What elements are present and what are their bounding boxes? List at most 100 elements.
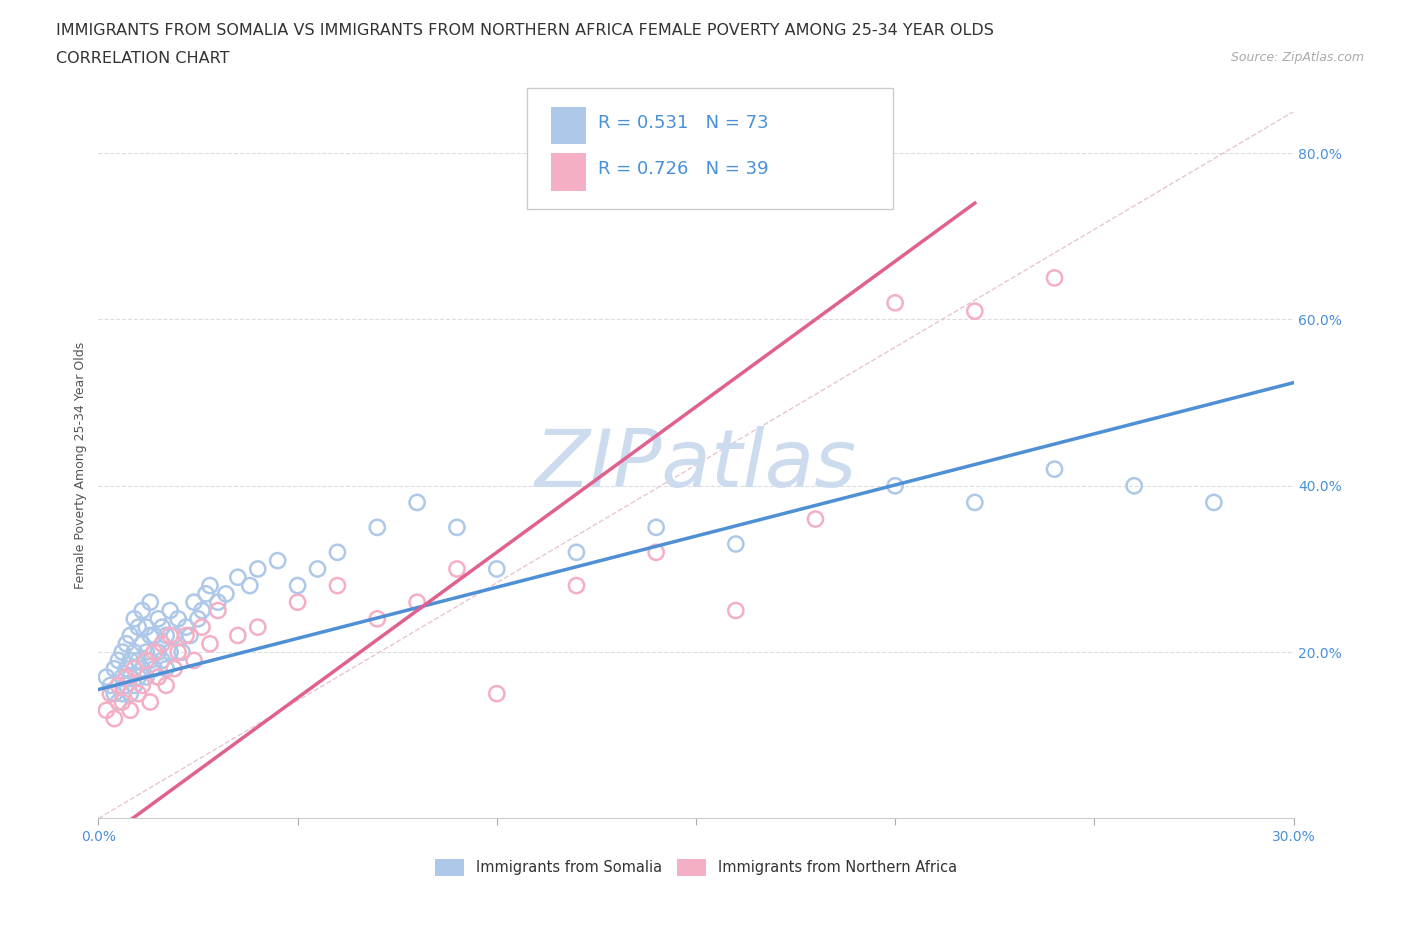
Point — [131, 636, 153, 651]
Point — [127, 653, 149, 668]
Point — [724, 537, 747, 551]
Text: Source: ZipAtlas.com: Source: ZipAtlas.com — [1230, 51, 1364, 64]
Point — [111, 670, 134, 684]
Point — [124, 644, 146, 659]
Point — [127, 670, 149, 684]
Point — [1123, 478, 1146, 493]
Point — [159, 644, 181, 659]
Point — [139, 695, 162, 710]
Point — [148, 670, 170, 684]
Point — [107, 653, 129, 668]
Point — [198, 578, 221, 593]
Point — [103, 686, 125, 701]
Point — [155, 661, 177, 676]
Point — [191, 603, 214, 618]
Point — [963, 495, 986, 510]
Text: IMMIGRANTS FROM SOMALIA VS IMMIGRANTS FROM NORTHERN AFRICA FEMALE POVERTY AMONG : IMMIGRANTS FROM SOMALIA VS IMMIGRANTS FR… — [56, 23, 994, 38]
Legend: Immigrants from Somalia, Immigrants from Northern Africa: Immigrants from Somalia, Immigrants from… — [429, 854, 963, 882]
Point — [565, 545, 588, 560]
Point — [406, 495, 429, 510]
Point — [172, 644, 194, 659]
Point — [103, 711, 125, 726]
Point — [111, 686, 134, 701]
Point — [406, 595, 429, 610]
Point — [131, 678, 153, 693]
Point — [446, 562, 468, 577]
Point — [326, 578, 349, 593]
Point — [804, 512, 827, 526]
Point — [191, 619, 214, 634]
Point — [226, 570, 249, 585]
Point — [139, 628, 162, 643]
Point — [645, 545, 668, 560]
Point — [1202, 495, 1225, 510]
Point — [963, 304, 986, 319]
Point — [163, 628, 186, 643]
Point — [174, 619, 197, 634]
Point — [96, 703, 118, 718]
Point — [187, 611, 209, 626]
Point — [167, 644, 190, 659]
Point — [645, 520, 668, 535]
Point — [135, 619, 157, 634]
Point — [179, 628, 201, 643]
Point — [174, 628, 197, 643]
Point — [148, 611, 170, 626]
Point — [155, 678, 177, 693]
Point — [215, 587, 238, 602]
Point — [115, 636, 138, 651]
Point — [120, 703, 142, 718]
Point — [884, 478, 907, 493]
Point — [148, 670, 170, 684]
Point — [724, 603, 747, 618]
Text: CORRELATION CHART: CORRELATION CHART — [56, 51, 229, 66]
Point — [107, 678, 129, 693]
Point — [246, 619, 269, 634]
Point — [150, 653, 173, 668]
Point — [287, 595, 309, 610]
Point — [239, 578, 262, 593]
Point — [183, 653, 205, 668]
Point — [159, 628, 181, 643]
Point — [326, 545, 349, 560]
Text: R = 0.726   N = 39: R = 0.726 N = 39 — [598, 160, 768, 179]
Point — [267, 553, 290, 568]
Point — [183, 595, 205, 610]
Point — [366, 611, 388, 626]
Point — [195, 587, 218, 602]
Point — [565, 578, 588, 593]
Point — [111, 644, 134, 659]
Point — [107, 695, 129, 710]
Point — [148, 644, 170, 659]
Point — [124, 678, 146, 693]
Point — [115, 670, 138, 684]
Point — [124, 611, 146, 626]
Point — [139, 653, 162, 668]
Point — [131, 661, 153, 676]
Point — [198, 636, 221, 651]
Point — [366, 520, 388, 535]
Point — [485, 562, 508, 577]
Point — [120, 670, 142, 684]
Y-axis label: Female Poverty Among 25-34 Year Olds: Female Poverty Among 25-34 Year Olds — [75, 341, 87, 589]
Point — [207, 603, 229, 618]
Point — [167, 611, 190, 626]
Point — [120, 653, 142, 668]
Point — [135, 653, 157, 668]
Point — [98, 686, 122, 701]
Point — [884, 296, 907, 311]
Point — [143, 628, 166, 643]
Point — [115, 661, 138, 676]
Text: R = 0.531   N = 73: R = 0.531 N = 73 — [598, 113, 768, 132]
Point — [98, 678, 122, 693]
Point — [127, 686, 149, 701]
Point — [159, 603, 181, 618]
Point — [111, 695, 134, 710]
Point — [135, 670, 157, 684]
Point — [124, 661, 146, 676]
Point — [131, 603, 153, 618]
Point — [307, 562, 329, 577]
Point — [1043, 271, 1066, 286]
Point — [120, 628, 142, 643]
Point — [139, 595, 162, 610]
